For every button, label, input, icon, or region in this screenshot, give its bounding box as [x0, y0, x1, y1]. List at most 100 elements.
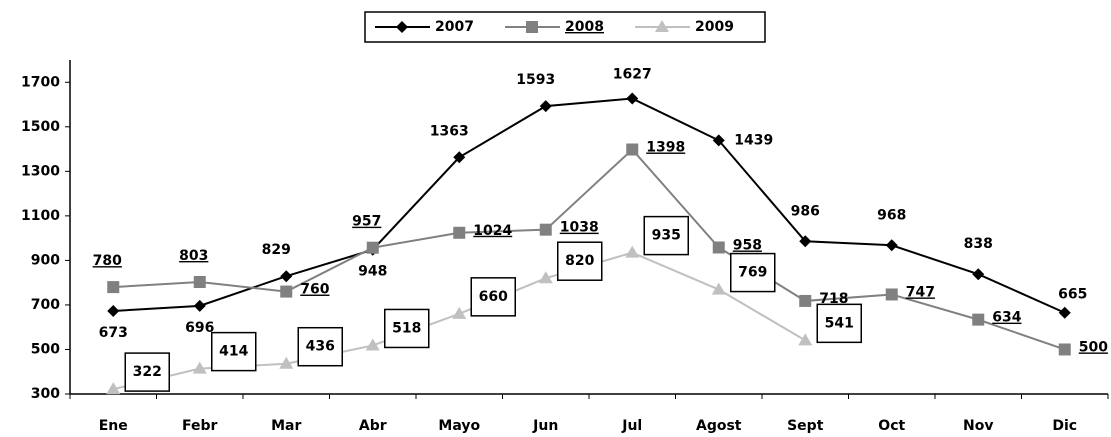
legend-marker [396, 21, 408, 33]
point-marker [799, 294, 812, 307]
point-marker [626, 143, 639, 156]
data-label: 1439 [734, 132, 773, 148]
point-marker [626, 92, 639, 105]
data-label: 935 [652, 228, 681, 244]
point-marker [107, 281, 120, 294]
y-tick-label: 700 [31, 297, 60, 313]
legend-marker [526, 21, 538, 33]
series-line [113, 97, 1066, 314]
data-label-box [211, 331, 257, 372]
data-label: 673 [99, 325, 128, 341]
data-label: 820 [565, 253, 594, 269]
x-tick-label: Jul [621, 418, 642, 434]
data-label-box [816, 303, 862, 344]
y-tick-label: 1300 [21, 163, 60, 179]
data-label: 665 [1058, 287, 1087, 303]
data-label: 838 [964, 236, 993, 252]
legend-label: 2008 [565, 19, 604, 35]
data-label-box [124, 352, 170, 392]
data-label: 1627 [613, 67, 652, 83]
data-label-box [470, 277, 516, 317]
x-tick-label: Oct [878, 418, 905, 434]
legend-marker [655, 20, 669, 32]
data-label: 829 [262, 242, 291, 258]
x-tick-label: Mayo [438, 418, 480, 434]
x-tick-label: Dic [1052, 418, 1077, 434]
x-tick-label: Ene [99, 418, 128, 434]
data-label: 1024 [473, 223, 512, 239]
data-label: 803 [179, 248, 208, 264]
data-label-box [730, 252, 776, 293]
point-marker [453, 151, 466, 164]
point-marker [798, 333, 813, 346]
point-marker [453, 226, 466, 239]
point-marker [280, 270, 293, 283]
point-marker [366, 241, 379, 254]
data-label: 1038 [560, 220, 599, 236]
point-marker [885, 288, 898, 301]
point-marker [193, 299, 206, 312]
point-marker [365, 338, 380, 351]
data-label: 718 [819, 291, 848, 307]
point-marker [1058, 306, 1071, 319]
x-tick-label: Sept [787, 418, 824, 434]
data-label: 322 [133, 364, 162, 380]
data-label: 948 [358, 264, 387, 280]
x-tick-label: Agost [696, 418, 742, 434]
point-marker [711, 282, 726, 295]
point-marker [1058, 343, 1071, 356]
point-marker [106, 382, 121, 395]
x-tick-label: Febr [182, 418, 218, 434]
point-marker [280, 285, 293, 298]
point-marker [539, 100, 552, 113]
point-marker [192, 361, 207, 374]
data-label-box [384, 308, 430, 349]
x-tick-label: Jun [532, 418, 558, 434]
data-label-box [297, 326, 343, 367]
data-label: 634 [992, 310, 1021, 326]
data-label: 436 [306, 339, 335, 355]
point-marker [972, 313, 985, 326]
point-marker [712, 241, 725, 254]
data-label: 414 [219, 344, 248, 360]
legend-label: 2009 [695, 19, 734, 35]
data-label: 518 [392, 320, 421, 336]
data-label: 660 [479, 289, 508, 305]
data-label: 747 [906, 284, 935, 300]
y-tick-label: 1100 [21, 208, 60, 224]
point-marker [538, 271, 553, 284]
data-label-box [557, 241, 603, 281]
point-marker [712, 134, 725, 147]
point-marker [193, 275, 206, 288]
x-tick-label: Abr [359, 418, 387, 434]
x-tick-label: Nov [963, 418, 993, 434]
legend-label: 2007 [435, 19, 474, 35]
point-marker [539, 223, 552, 236]
data-label: 760 [300, 282, 329, 298]
point-marker [107, 304, 120, 317]
data-label-box [643, 215, 689, 256]
y-tick-label: 300 [31, 386, 60, 402]
data-label: 958 [733, 237, 762, 253]
y-tick-label: 1500 [21, 119, 60, 135]
data-label: 957 [352, 214, 381, 230]
data-label: 541 [825, 315, 854, 331]
series-line [113, 148, 1066, 351]
point-marker [279, 356, 294, 369]
point-marker [625, 245, 640, 258]
data-label: 696 [185, 320, 214, 336]
data-label: 986 [791, 203, 820, 219]
data-label: 780 [93, 253, 122, 269]
data-label: 500 [1079, 339, 1108, 355]
legend-box [364, 11, 766, 43]
data-label: 1363 [430, 123, 469, 139]
data-label: 968 [877, 207, 906, 223]
data-label: 1398 [646, 140, 685, 156]
y-tick-label: 900 [31, 252, 60, 268]
point-marker [885, 239, 898, 252]
y-tick-label: 500 [31, 341, 60, 357]
point-marker [972, 268, 985, 281]
data-label: 769 [738, 265, 767, 281]
data-label: 1593 [516, 72, 555, 88]
